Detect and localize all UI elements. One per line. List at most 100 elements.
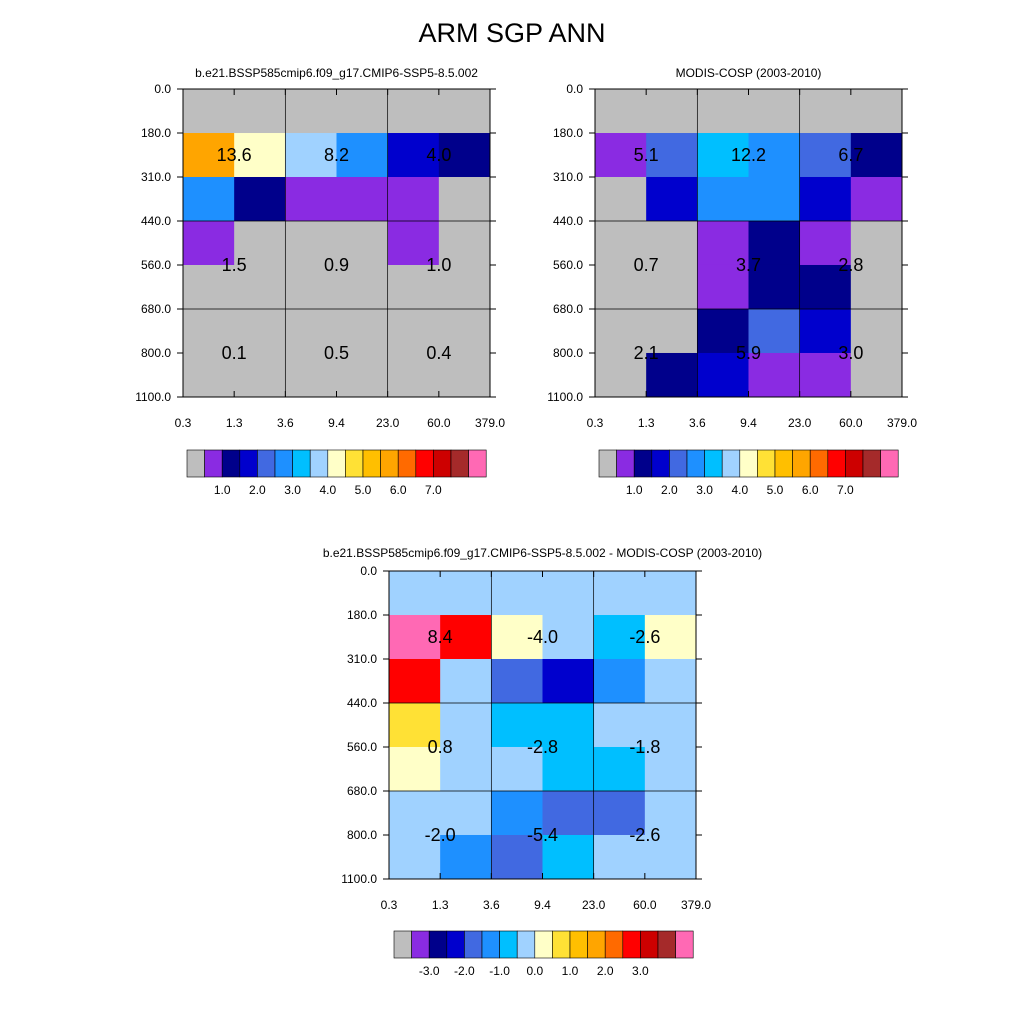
heatmap-cell	[646, 89, 698, 134]
x-tick-label: 0.3	[381, 898, 398, 912]
colorbar-swatch	[393, 930, 412, 959]
x-tick-label: 3.6	[689, 416, 706, 430]
heatmap-cell	[799, 176, 852, 222]
heatmap-cell	[387, 352, 440, 398]
panel-2: MODIS-COSP (2003-2010) 0.3 1.3 3.6 9.4 23.0 60…	[547, 66, 917, 497]
heatmap-cell	[389, 571, 441, 616]
heatmap-cell	[799, 264, 852, 310]
x-tick-label: 379.0	[475, 416, 505, 430]
heatmap-cell	[799, 89, 852, 134]
y-tick-label: 560.0	[553, 258, 583, 272]
heatmap-cell	[748, 133, 801, 178]
heatmap-cell	[285, 221, 337, 266]
x-tick-label: 0.3	[587, 416, 604, 430]
y-tick-label: 560.0	[347, 740, 377, 754]
heatmap-cell	[440, 834, 492, 880]
heatmap-cell	[595, 264, 647, 310]
panel-3: b.e21.BSSP585cmip6.f09_g17.CMIP6-SSP5-8.…	[323, 546, 762, 978]
heatmap-cell	[336, 264, 389, 310]
colorbar-swatch	[675, 930, 694, 959]
heatmap-cell	[183, 221, 235, 266]
colorbar-label: 6.0	[802, 483, 819, 497]
colorbar-swatch	[534, 930, 553, 959]
data-label: 0.9	[324, 255, 349, 275]
heatmap-cell	[285, 352, 337, 398]
data-label: -2.6	[629, 825, 660, 845]
heatmap-cell	[183, 352, 235, 398]
heatmap-cell	[644, 615, 697, 660]
heatmap-cell	[440, 658, 492, 704]
heatmap-cell	[234, 221, 286, 266]
heatmap-cell	[697, 309, 749, 354]
heatmap-cell	[440, 791, 492, 836]
x-tick-label: 3.6	[277, 416, 294, 430]
colorbar-label: 2.0	[249, 483, 266, 497]
heatmap-cell	[438, 133, 491, 178]
data-label: 3.7	[736, 255, 761, 275]
heatmap-cell	[389, 834, 441, 880]
data-label: -2.6	[629, 627, 660, 647]
heatmap-cell	[389, 746, 441, 792]
data-label: 13.6	[217, 145, 252, 165]
heatmap-cell	[595, 352, 647, 398]
heatmap-cell	[234, 264, 286, 310]
colorbar-swatch	[657, 930, 676, 959]
y-tick-label: 800.0	[141, 346, 171, 360]
heatmap-cell	[644, 658, 697, 704]
heatmap-cell	[748, 352, 801, 398]
heatmap-cell	[644, 746, 697, 792]
heatmap-cell	[183, 176, 235, 222]
data-label: 8.4	[428, 627, 453, 647]
colorbar-swatch	[633, 449, 653, 478]
heatmap-cell	[542, 571, 595, 616]
heatmap-cell	[387, 133, 440, 178]
colorbar-label: -1.0	[489, 964, 510, 978]
y-tick-label: 310.0	[347, 652, 377, 666]
heatmap-cell	[389, 615, 441, 660]
data-label: 4.0	[426, 145, 451, 165]
x-tick-label: 1.3	[432, 898, 449, 912]
heatmap-cell	[646, 352, 698, 398]
y-tick-label: 1100.0	[547, 390, 583, 404]
heatmap-cell	[595, 133, 647, 178]
panel-title: b.e21.BSSP585cmip6.f09_g17.CMIP6-SSP5-8.…	[195, 66, 478, 80]
colorbar-swatch	[792, 449, 811, 478]
colorbar-label: 4.0	[731, 483, 748, 497]
heatmap-cell	[542, 703, 595, 748]
heatmap-cell	[799, 309, 852, 354]
colorbar-swatch	[616, 449, 635, 478]
panel-title: MODIS-COSP (2003-2010)	[676, 66, 822, 80]
panel-1: b.e21.BSSP585cmip6.f09_g17.CMIP6-SSP5-8.…	[135, 66, 505, 497]
colorbar-swatch	[757, 449, 776, 478]
colorbar-swatch	[327, 449, 346, 478]
panel-title: b.e21.BSSP585cmip6.f09_g17.CMIP6-SSP5-8.…	[323, 546, 762, 560]
colorbar-swatch	[345, 449, 364, 478]
colorbar-swatch	[204, 449, 223, 478]
colorbar-swatch	[362, 449, 381, 478]
heatmap-cell	[389, 703, 441, 748]
heatmap-cell	[285, 176, 337, 222]
x-tick-label: 1.3	[226, 416, 243, 430]
colorbar-swatch	[186, 449, 205, 478]
colorbar-swatch	[774, 449, 793, 478]
data-label: -1.8	[629, 737, 660, 757]
heatmap-cell	[491, 571, 543, 616]
data-label: 8.2	[324, 145, 349, 165]
colorbar-label: 7.0	[425, 483, 442, 497]
x-tick-label: 0.3	[175, 416, 192, 430]
x-tick-label: 23.0	[788, 416, 812, 430]
y-tick-label: 180.0	[553, 126, 583, 140]
heatmap-cell	[389, 791, 441, 836]
data-label: 1.0	[426, 255, 451, 275]
colorbar-label: 2.0	[661, 483, 678, 497]
data-label: -2.8	[527, 737, 558, 757]
heatmap-cell	[748, 264, 801, 310]
x-tick-label: 9.4	[534, 898, 551, 912]
colorbar-swatch	[552, 930, 571, 959]
colorbar-swatch	[862, 449, 881, 478]
colorbar-label: 1.0	[562, 964, 579, 978]
heatmap-cell	[593, 658, 646, 704]
colorbar-swatch	[397, 449, 417, 478]
heatmap-cell	[593, 746, 646, 792]
heatmap-cell	[491, 834, 543, 880]
